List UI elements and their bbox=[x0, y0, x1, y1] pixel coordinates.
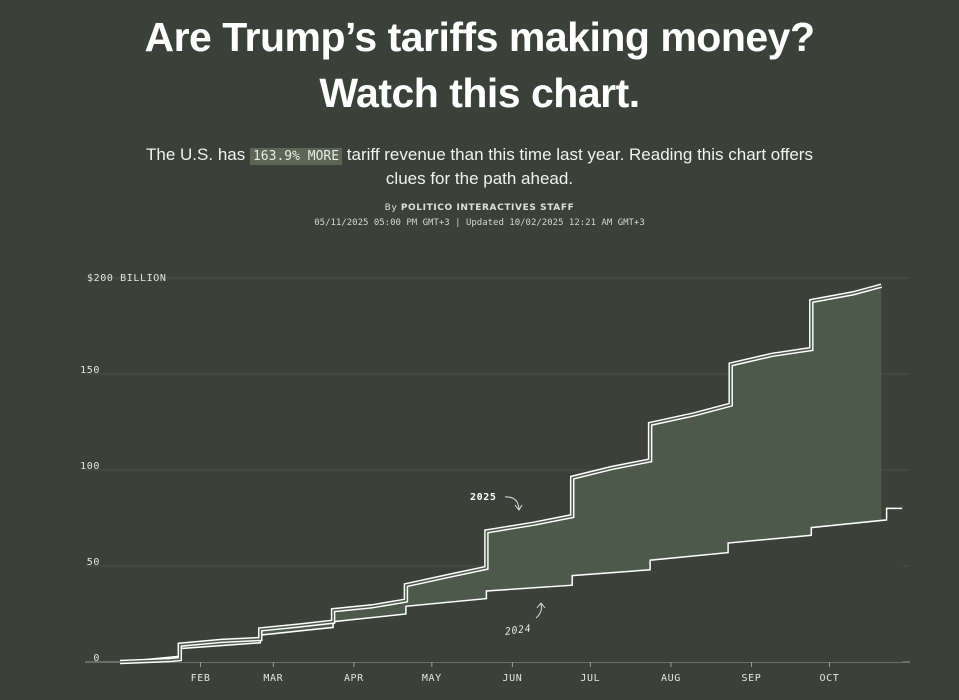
x-tick-label: SEP bbox=[742, 673, 762, 684]
x-tick-label: AUG bbox=[661, 673, 681, 684]
y-tick-label: 50 bbox=[87, 557, 100, 568]
y-tick-label: $200 BILLION bbox=[87, 273, 166, 284]
author[interactable]: POLITICO INTERACTIVES STAFF bbox=[400, 203, 575, 213]
subtitle-text: tariff revenue than this time last year.… bbox=[346, 145, 813, 188]
dates: 05/11/2025 05:00 PM GMT+3 | Updated 10/0… bbox=[314, 218, 645, 228]
header: Are Trump’s tariffs making money? Watch … bbox=[0, 0, 959, 228]
x-tick-label: OCT bbox=[820, 673, 840, 684]
highlight: 163.9% MORE bbox=[249, 148, 343, 165]
x-tick-label: FEB bbox=[191, 673, 211, 684]
x-tick-label: MAY bbox=[422, 673, 442, 684]
byline-prefix: By bbox=[384, 203, 398, 213]
annotation-arrow bbox=[504, 496, 523, 511]
subtitle: The U.S. has 163.9% MORE tariff revenue … bbox=[130, 144, 830, 190]
title: Are Trump’s tariffs making money? bbox=[144, 14, 815, 60]
x-tick-label: JUL bbox=[580, 673, 600, 684]
annotation-arrow bbox=[535, 602, 546, 619]
x-tick-label: JUN bbox=[502, 673, 522, 684]
x-tick-label: APR bbox=[344, 673, 364, 684]
y-tick-label: 150 bbox=[80, 365, 100, 376]
legend-label: 2024 bbox=[504, 623, 532, 638]
x-tick-label: MAR bbox=[263, 673, 283, 684]
subtitle-text: The U.S. has bbox=[146, 145, 246, 164]
byline: By POLITICO INTERACTIVES STAFF bbox=[0, 203, 959, 213]
line-2025-inner bbox=[119, 284, 882, 663]
legend-label: 2025 bbox=[470, 492, 496, 503]
title: Watch this chart. bbox=[319, 70, 640, 116]
y-tick-label: 100 bbox=[80, 461, 100, 472]
y-tick-label: 0 bbox=[93, 653, 100, 664]
area-2024 bbox=[120, 508, 903, 662]
